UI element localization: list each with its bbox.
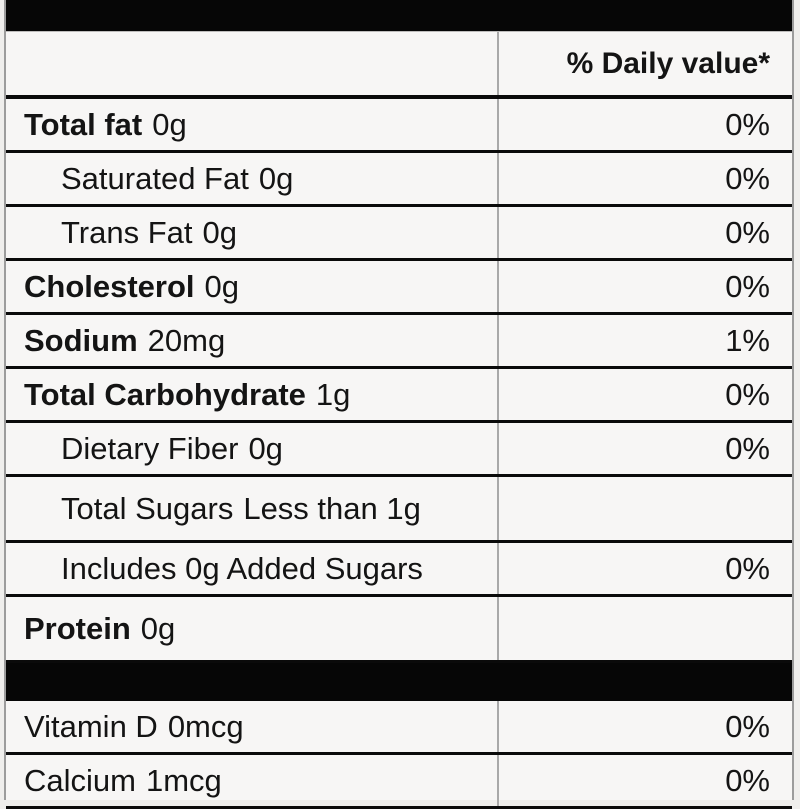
daily-value-cell: 0% <box>497 369 792 420</box>
daily-value-cell: 0% <box>497 423 792 474</box>
nutrient-name-cell: Saturated Fat 0g <box>6 153 497 204</box>
nutrient-amount: 0g <box>152 106 187 142</box>
daily-value-cell: 0% <box>497 261 792 312</box>
daily-value-cell: 0% <box>497 543 792 594</box>
nutrient-name-cell: Includes 0g Added Sugars <box>6 543 497 594</box>
daily-value-header-row: % Daily value* <box>6 31 792 99</box>
header-empty-cell <box>6 32 497 95</box>
nutrient-amount: 0g <box>248 430 283 466</box>
daily-value-cell: 0% <box>497 99 792 150</box>
daily-value-header: % Daily value* <box>497 32 792 95</box>
daily-value-cell <box>497 477 792 540</box>
nutrient-name-cell: Total Sugars Less than 1g <box>6 477 497 540</box>
table-row: Total Sugars Less than 1g <box>6 477 792 543</box>
nutrient-amount: Less than 1g <box>243 490 421 526</box>
nutrient-name-cell: Trans Fat 0g <box>6 207 497 258</box>
table-row: Vitamin D 0mcg 0% <box>6 701 792 755</box>
nutrient-name-cell: Vitamin D 0mcg <box>6 701 497 752</box>
table-row: Protein 0g <box>6 597 792 663</box>
nutrient-amount: 0g <box>258 160 294 196</box>
nutrient-name-cell: Cholesterol 0g <box>6 261 497 312</box>
table-row: Dietary Fiber 0g 0% <box>6 423 792 477</box>
top-section-divider-bar <box>6 0 792 31</box>
table-row: Trans Fat 0g 0% <box>6 207 792 261</box>
table-row: Total Carbohydrate 1g 0% <box>6 369 792 423</box>
daily-value-cell: 0% <box>497 207 792 258</box>
nutrient-amount: 0g <box>202 214 237 250</box>
daily-value-cell: 1% <box>497 315 792 366</box>
nutrient-name-cell: Protein 0g <box>6 597 497 660</box>
table-row: Sodium 20mg 1% <box>6 315 792 369</box>
nutrient-name: Total Carbohydrate <box>24 376 306 412</box>
table-row: Includes 0g Added Sugars 0% <box>6 543 792 597</box>
nutrient-name-cell: Sodium 20mg <box>6 315 497 366</box>
nutrient-rows: Total fat 0g 0% Saturated Fat 0g 0% Tran… <box>6 99 792 809</box>
nutrient-name-cell: Total Carbohydrate 1g <box>6 369 497 420</box>
daily-value-cell: 0% <box>497 153 792 204</box>
nutrient-name: Sodium <box>24 322 138 358</box>
nutrient-name-cell: Dietary Fiber 0g <box>6 423 497 474</box>
nutrient-amount: 1g <box>315 376 351 412</box>
nutrient-amount: 0mcg <box>167 708 244 744</box>
table-row: Total fat 0g 0% <box>6 99 792 153</box>
nutrient-amount: 20mg <box>147 322 226 358</box>
nutrient-amount: 1mcg <box>145 762 222 798</box>
daily-value-cell <box>497 597 792 660</box>
table-row: Calcium 1mcg 0% <box>6 755 792 809</box>
table-row: Cholesterol 0g 0% <box>6 261 792 315</box>
nutrient-name: Saturated Fat <box>61 160 249 196</box>
table-row: Saturated Fat 0g 0% <box>6 153 792 207</box>
nutrient-name-cell: Total fat 0g <box>6 99 497 150</box>
nutrient-name: Cholesterol <box>24 268 195 304</box>
daily-value-cell: 0% <box>497 701 792 752</box>
nutrient-name: Trans Fat <box>61 214 193 250</box>
nutrient-name: Vitamin D <box>24 708 158 744</box>
nutrient-name-cell: Calcium 1mcg <box>6 755 497 806</box>
nutrient-name: Total Sugars <box>61 490 234 526</box>
nutrient-amount: 0g <box>140 610 176 646</box>
section-divider-bar <box>6 663 792 701</box>
nutrient-name: Includes 0g Added Sugars <box>61 550 423 586</box>
nutrient-name: Dietary Fiber <box>61 430 239 466</box>
nutrient-amount: 0g <box>204 268 240 304</box>
nutrient-name: Protein <box>24 610 131 646</box>
nutrient-name: Calcium <box>24 762 136 798</box>
nutrient-name: Total fat <box>24 106 143 142</box>
nutrition-facts-label: % Daily value* Total fat 0g 0% Saturated… <box>4 0 794 809</box>
daily-value-cell: 0% <box>497 755 792 806</box>
